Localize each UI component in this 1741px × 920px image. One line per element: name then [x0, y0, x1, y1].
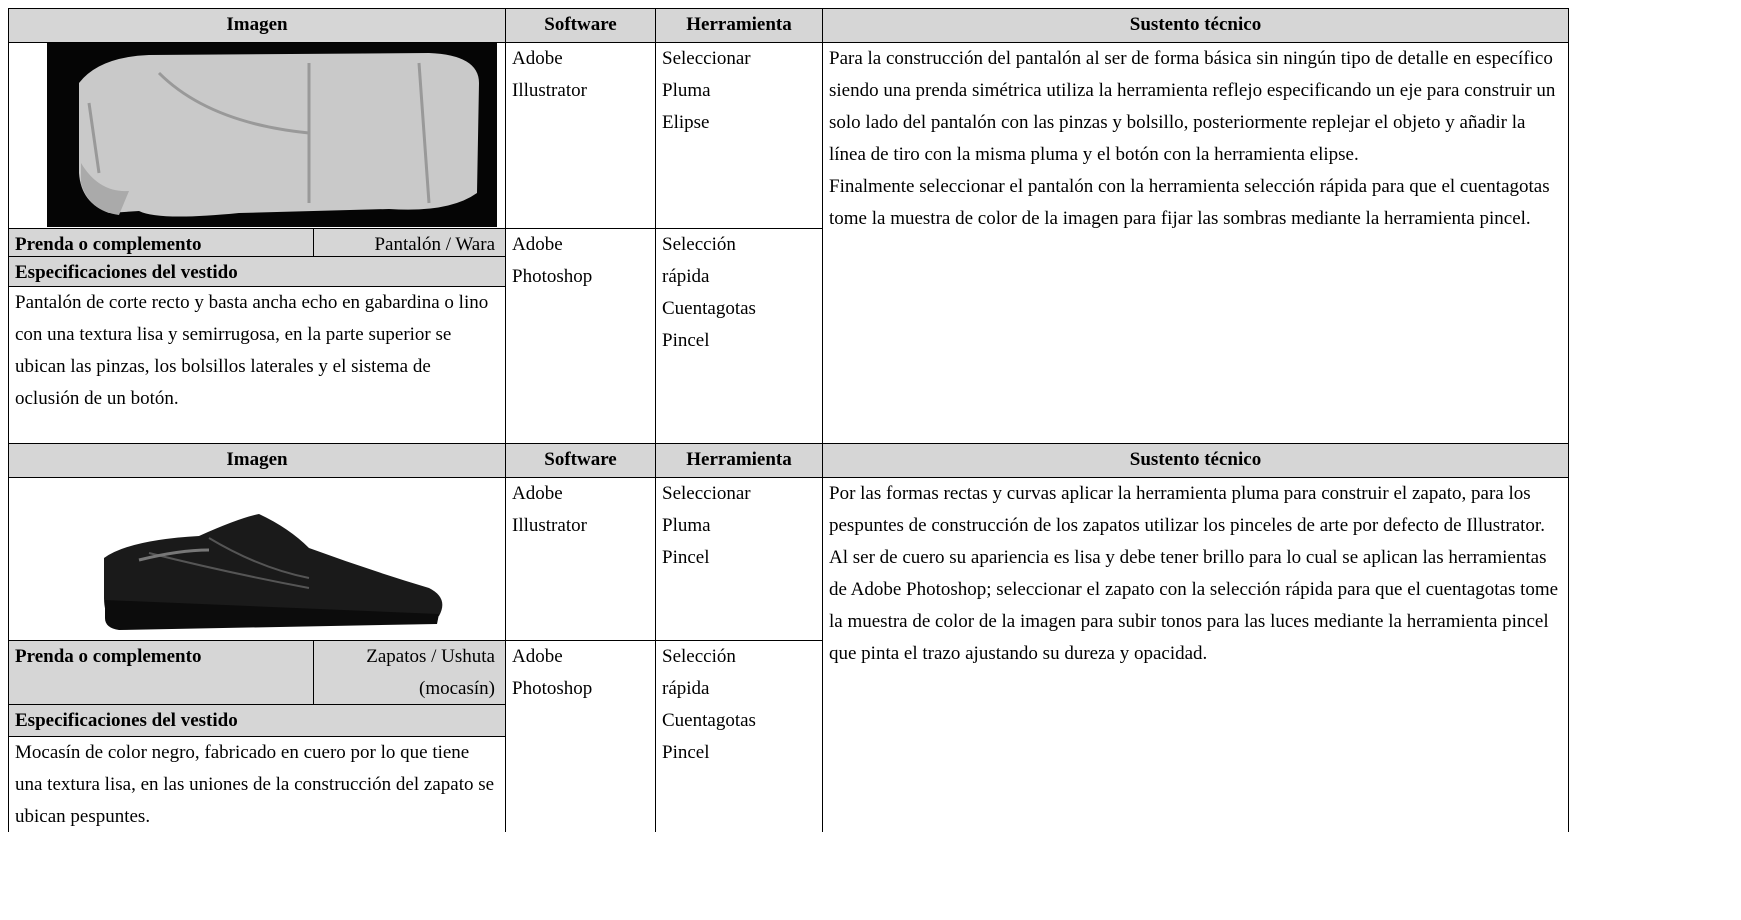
garment-cell: Pantalón / Wara [313, 228, 506, 257]
tool-name: Cuentagotas [662, 710, 756, 731]
software-cell: Adobe Photoshop [505, 640, 656, 832]
tool-name: Cuentagotas [662, 298, 756, 319]
header-cell: Imagen [8, 443, 506, 478]
garment-cell: Zapatos / Ushuta (mocasín) [313, 640, 506, 705]
header-cell: Imagen [8, 8, 506, 43]
software-name: Adobe Photoshop [512, 234, 593, 287]
tool-cell: Selección rápida Cuentagotas Pincel [655, 640, 823, 832]
header-text: Software [544, 449, 617, 470]
spec-label: Especificaciones del vestido [15, 710, 238, 731]
header-cell: Sustento técnico [822, 443, 1569, 478]
header-text: Imagen [226, 449, 288, 470]
software-cell: Adobe Illustrator [505, 477, 656, 641]
spec-label-cell: Especificaciones del vestido [8, 256, 506, 287]
garment-label: Prenda o complemento [15, 234, 202, 255]
tool-name: Pincel [662, 547, 710, 568]
spec-label-cell: Especificaciones del vestido [8, 704, 506, 737]
support-paragraph: Finalmente seleccionar el pantalón con l… [829, 176, 1550, 229]
support-cell: Para la construcción del pantalón al ser… [822, 42, 1569, 444]
header-cell: Herramienta [655, 8, 823, 43]
spec-text: Pantalón de corte recto y basta ancha ec… [15, 292, 489, 409]
tool-name: Seleccionar [662, 48, 751, 69]
tool-name: Pluma [662, 515, 711, 536]
header-cell: Sustento técnico [822, 8, 1569, 43]
tool-name: Pluma [662, 80, 711, 101]
software-cell: Adobe Photoshop [505, 228, 656, 444]
spec-cell: Mocasín de color negro, fabricado en cue… [8, 736, 506, 832]
support-paragraph: Por las formas rectas y curvas aplicar l… [829, 483, 1559, 664]
spec-text: Mocasín de color negro, fabricado en cue… [15, 742, 495, 827]
header-text: Sustento técnico [1129, 449, 1262, 470]
garment-label-cell: Prenda o complemento [8, 228, 314, 257]
support-cell: Por las formas rectas y curvas aplicar l… [822, 477, 1569, 832]
garment-image [47, 43, 497, 227]
garment-image [104, 514, 443, 630]
tool-cell: Seleccionar Pluma Pincel [655, 477, 823, 641]
tool-cell: Selección rápida Cuentagotas Pincel [655, 228, 823, 444]
image-cell [8, 42, 506, 229]
tool-name: Pincel [662, 742, 710, 763]
spec-cell: Pantalón de corte recto y basta ancha ec… [8, 286, 506, 444]
support-paragraph: Para la construcción del pantalón al ser… [829, 48, 1556, 165]
tool-cell: Seleccionar Pluma Elipse [655, 42, 823, 229]
tool-name: Seleccionar [662, 483, 751, 504]
header-text: Herramienta [686, 14, 792, 35]
header-text: Imagen [226, 14, 288, 35]
header-text: Software [544, 14, 617, 35]
tool-name: Selección rápida [662, 646, 736, 699]
garment-value: Pantalón / Wara [374, 234, 495, 255]
garment-label-cell: Prenda o complemento [8, 640, 314, 705]
tool-name: Selección rápida [662, 234, 736, 287]
header-cell: Software [505, 8, 656, 43]
garment-value: Zapatos / Ushuta (mocasín) [366, 646, 495, 699]
software-name: Adobe Photoshop [512, 646, 593, 699]
header-cell: Herramienta [655, 443, 823, 478]
software-name: Adobe Illustrator [512, 483, 587, 536]
tool-name: Pincel [662, 330, 710, 351]
header-text: Sustento técnico [1129, 14, 1262, 35]
header-text: Herramienta [686, 449, 792, 470]
tool-name: Elipse [662, 112, 710, 133]
header-cell: Software [505, 443, 656, 478]
spec-label: Especificaciones del vestido [15, 262, 238, 283]
image-cell [8, 477, 506, 641]
garment-label: Prenda o complemento [15, 646, 202, 667]
software-name: Adobe Illustrator [512, 48, 587, 101]
software-cell: Adobe Illustrator [505, 42, 656, 229]
